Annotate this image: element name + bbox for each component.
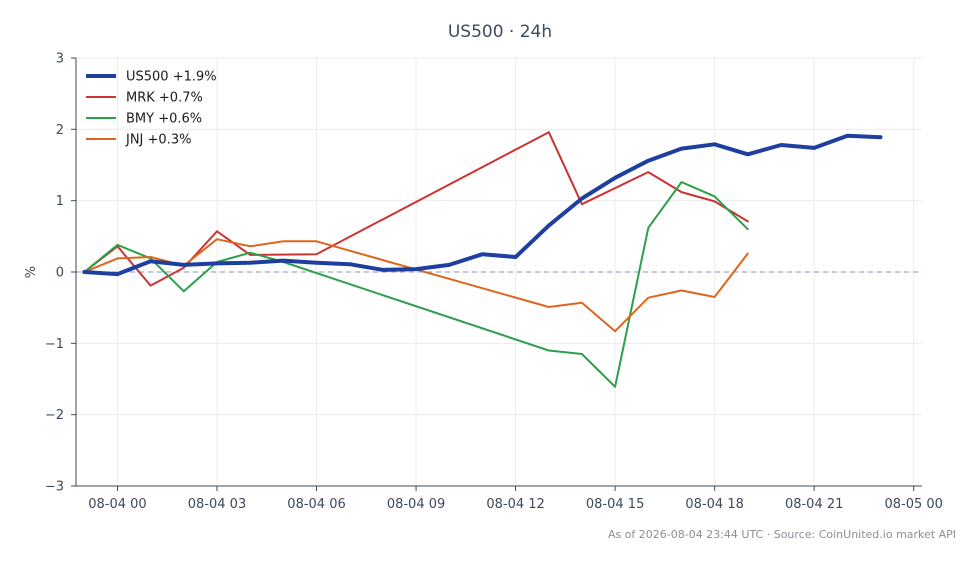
y-tick-label: −3 [45, 480, 64, 495]
y-tick-label: −1 [45, 337, 64, 352]
y-tick-label: 1 [56, 194, 64, 209]
legend-label-bmy: BMY +0.6% [126, 112, 202, 127]
chart-title: US500 · 24h [448, 22, 552, 42]
y-tick-label: 3 [56, 52, 64, 67]
x-tick-label: 08-04 09 [387, 497, 445, 512]
y-tick-label: −2 [45, 408, 64, 423]
x-tick-label: 08-04 21 [785, 497, 843, 512]
y-tick-label: 0 [56, 266, 64, 281]
x-tick-label: 08-04 12 [486, 497, 544, 512]
y-axis-label: % [24, 266, 39, 278]
series-line-us500 [82, 133, 883, 277]
x-axis-ticks: 08-04 00 08-04 03 08-04 06 08-04 09 08-04 12… [88, 486, 943, 512]
grid [76, 57, 922, 487]
series-line-jnj [83, 238, 749, 333]
x-tick-label: 08-04 06 [287, 497, 345, 512]
y-axis-ticks: 3 2 1 0 −1 −2 −3 [45, 52, 76, 495]
x-tick-label: 08-04 15 [586, 497, 644, 512]
legend-label-jnj: JNJ +0.3% [125, 133, 191, 148]
x-tick-label: 08-04 18 [685, 497, 743, 512]
y-tick-label: 2 [56, 123, 64, 138]
legend-label-us500: US500 +1.9% [126, 70, 217, 85]
source-footer: As of 2026-08-04 23:44 UTC · Source: Coi… [608, 528, 956, 541]
legend-label-mrk: MRK +0.7% [126, 91, 203, 106]
series-lines [82, 131, 883, 388]
x-tick-label: 08-04 03 [188, 497, 246, 512]
x-tick-label: 08-04 00 [88, 497, 146, 512]
x-tick-label: 08-05 00 [884, 497, 942, 512]
series-line-mrk [83, 131, 749, 287]
legend: US500 +1.9% MRK +0.7% BMY +0.6% JNJ +0.3% [86, 70, 217, 148]
